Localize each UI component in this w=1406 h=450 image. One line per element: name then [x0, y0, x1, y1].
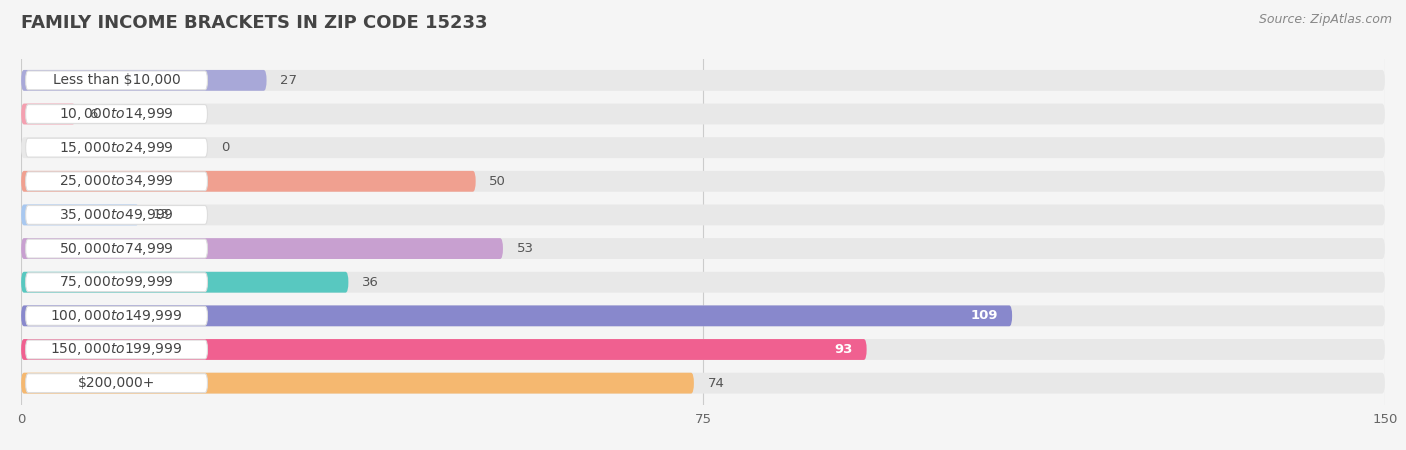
- Text: 53: 53: [516, 242, 534, 255]
- FancyBboxPatch shape: [25, 306, 208, 325]
- Text: 0: 0: [221, 141, 229, 154]
- Text: $25,000 to $34,999: $25,000 to $34,999: [59, 173, 174, 189]
- Text: 36: 36: [363, 276, 380, 289]
- FancyBboxPatch shape: [25, 138, 208, 157]
- FancyBboxPatch shape: [21, 70, 267, 91]
- FancyBboxPatch shape: [21, 104, 1385, 125]
- Text: $10,000 to $14,999: $10,000 to $14,999: [59, 106, 174, 122]
- FancyBboxPatch shape: [25, 206, 208, 225]
- FancyBboxPatch shape: [21, 306, 1385, 326]
- Text: 50: 50: [489, 175, 506, 188]
- FancyBboxPatch shape: [21, 171, 1385, 192]
- Text: 13: 13: [153, 208, 170, 221]
- Text: 6: 6: [90, 108, 97, 121]
- Text: 27: 27: [280, 74, 297, 87]
- FancyBboxPatch shape: [25, 104, 208, 123]
- Text: $50,000 to $74,999: $50,000 to $74,999: [59, 241, 174, 256]
- Text: Source: ZipAtlas.com: Source: ZipAtlas.com: [1258, 14, 1392, 27]
- FancyBboxPatch shape: [21, 373, 695, 394]
- Text: $75,000 to $99,999: $75,000 to $99,999: [59, 274, 174, 290]
- Text: 109: 109: [972, 309, 998, 322]
- FancyBboxPatch shape: [21, 238, 503, 259]
- Text: FAMILY INCOME BRACKETS IN ZIP CODE 15233: FAMILY INCOME BRACKETS IN ZIP CODE 15233: [21, 14, 488, 32]
- FancyBboxPatch shape: [21, 339, 1385, 360]
- FancyBboxPatch shape: [21, 238, 1385, 259]
- FancyBboxPatch shape: [21, 204, 1385, 225]
- Text: $35,000 to $49,999: $35,000 to $49,999: [59, 207, 174, 223]
- FancyBboxPatch shape: [21, 373, 1385, 394]
- FancyBboxPatch shape: [25, 374, 208, 392]
- FancyBboxPatch shape: [21, 70, 1385, 91]
- FancyBboxPatch shape: [21, 339, 866, 360]
- FancyBboxPatch shape: [21, 272, 349, 292]
- FancyBboxPatch shape: [25, 340, 208, 359]
- Text: $200,000+: $200,000+: [77, 376, 155, 390]
- FancyBboxPatch shape: [21, 104, 76, 125]
- FancyBboxPatch shape: [21, 137, 1385, 158]
- FancyBboxPatch shape: [21, 171, 475, 192]
- Text: $15,000 to $24,999: $15,000 to $24,999: [59, 140, 174, 156]
- FancyBboxPatch shape: [25, 71, 208, 90]
- FancyBboxPatch shape: [21, 306, 1012, 326]
- FancyBboxPatch shape: [21, 272, 1385, 292]
- Text: 93: 93: [835, 343, 853, 356]
- Text: Less than $10,000: Less than $10,000: [52, 73, 180, 87]
- Text: 74: 74: [707, 377, 724, 390]
- FancyBboxPatch shape: [21, 204, 139, 225]
- FancyBboxPatch shape: [25, 239, 208, 258]
- FancyBboxPatch shape: [25, 273, 208, 292]
- Text: $100,000 to $149,999: $100,000 to $149,999: [51, 308, 183, 324]
- Text: $150,000 to $199,999: $150,000 to $199,999: [51, 342, 183, 357]
- FancyBboxPatch shape: [25, 172, 208, 191]
